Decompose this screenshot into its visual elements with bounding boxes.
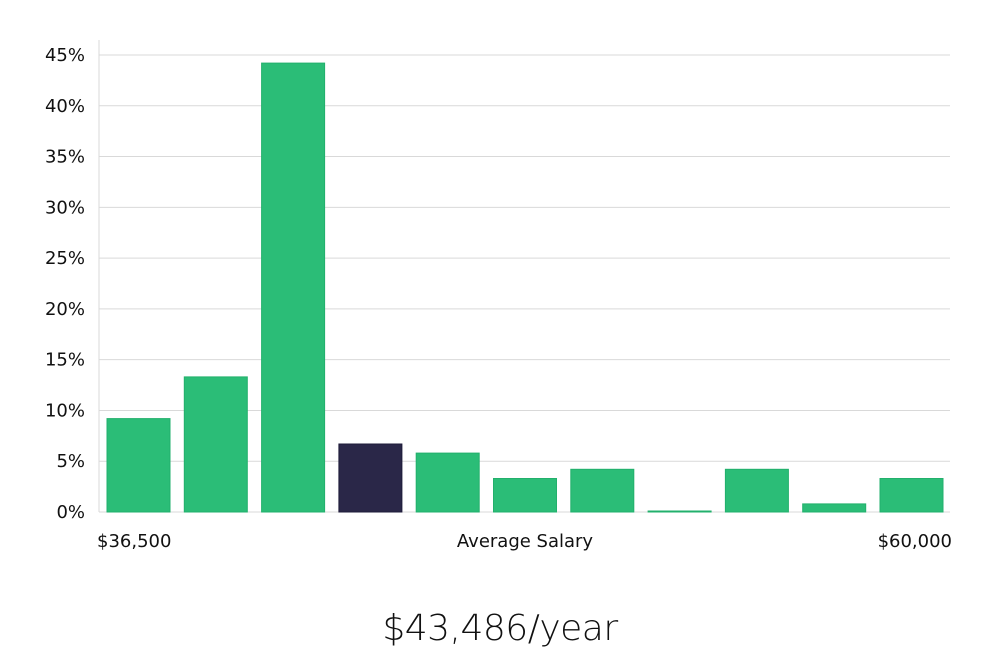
y-tick-label: 15%: [45, 350, 85, 371]
x-max-label: $60,000: [878, 531, 952, 552]
y-tick-labels: 0% 5% 10% 15% 20% 25% 30% 35% 40% 45%: [45, 45, 85, 523]
average-salary-headline: $43,486/year: [382, 608, 618, 649]
y-tick-label: 40%: [45, 96, 85, 117]
bar: [724, 468, 789, 513]
y-tick-label: 10%: [45, 400, 85, 421]
y-tick-label: 30%: [45, 197, 85, 218]
bar: [493, 478, 557, 513]
y-tick-label: 25%: [45, 248, 85, 269]
bar: [261, 62, 326, 513]
y-tick-label: 5%: [56, 451, 85, 472]
y-tick-label: 0%: [56, 502, 85, 523]
y-tick-label: 35%: [45, 147, 85, 168]
bar: [879, 478, 944, 513]
y-tick-label: 45%: [45, 45, 85, 66]
bar-highlighted: [338, 443, 403, 513]
bar: [183, 376, 248, 513]
bar: [647, 510, 712, 513]
y-tick-label: 20%: [45, 299, 85, 320]
bar: [570, 468, 635, 513]
bar: [106, 418, 171, 513]
x-axis-title: Average Salary: [457, 531, 594, 552]
bars: [106, 62, 944, 513]
x-min-label: $36,500: [97, 531, 171, 552]
bar: [415, 452, 480, 513]
salary-histogram: 0% 5% 10% 15% 20% 25% 30% 35% 40% 45% $36,500 Ave…: [45, 40, 952, 552]
bar: [802, 503, 867, 513]
